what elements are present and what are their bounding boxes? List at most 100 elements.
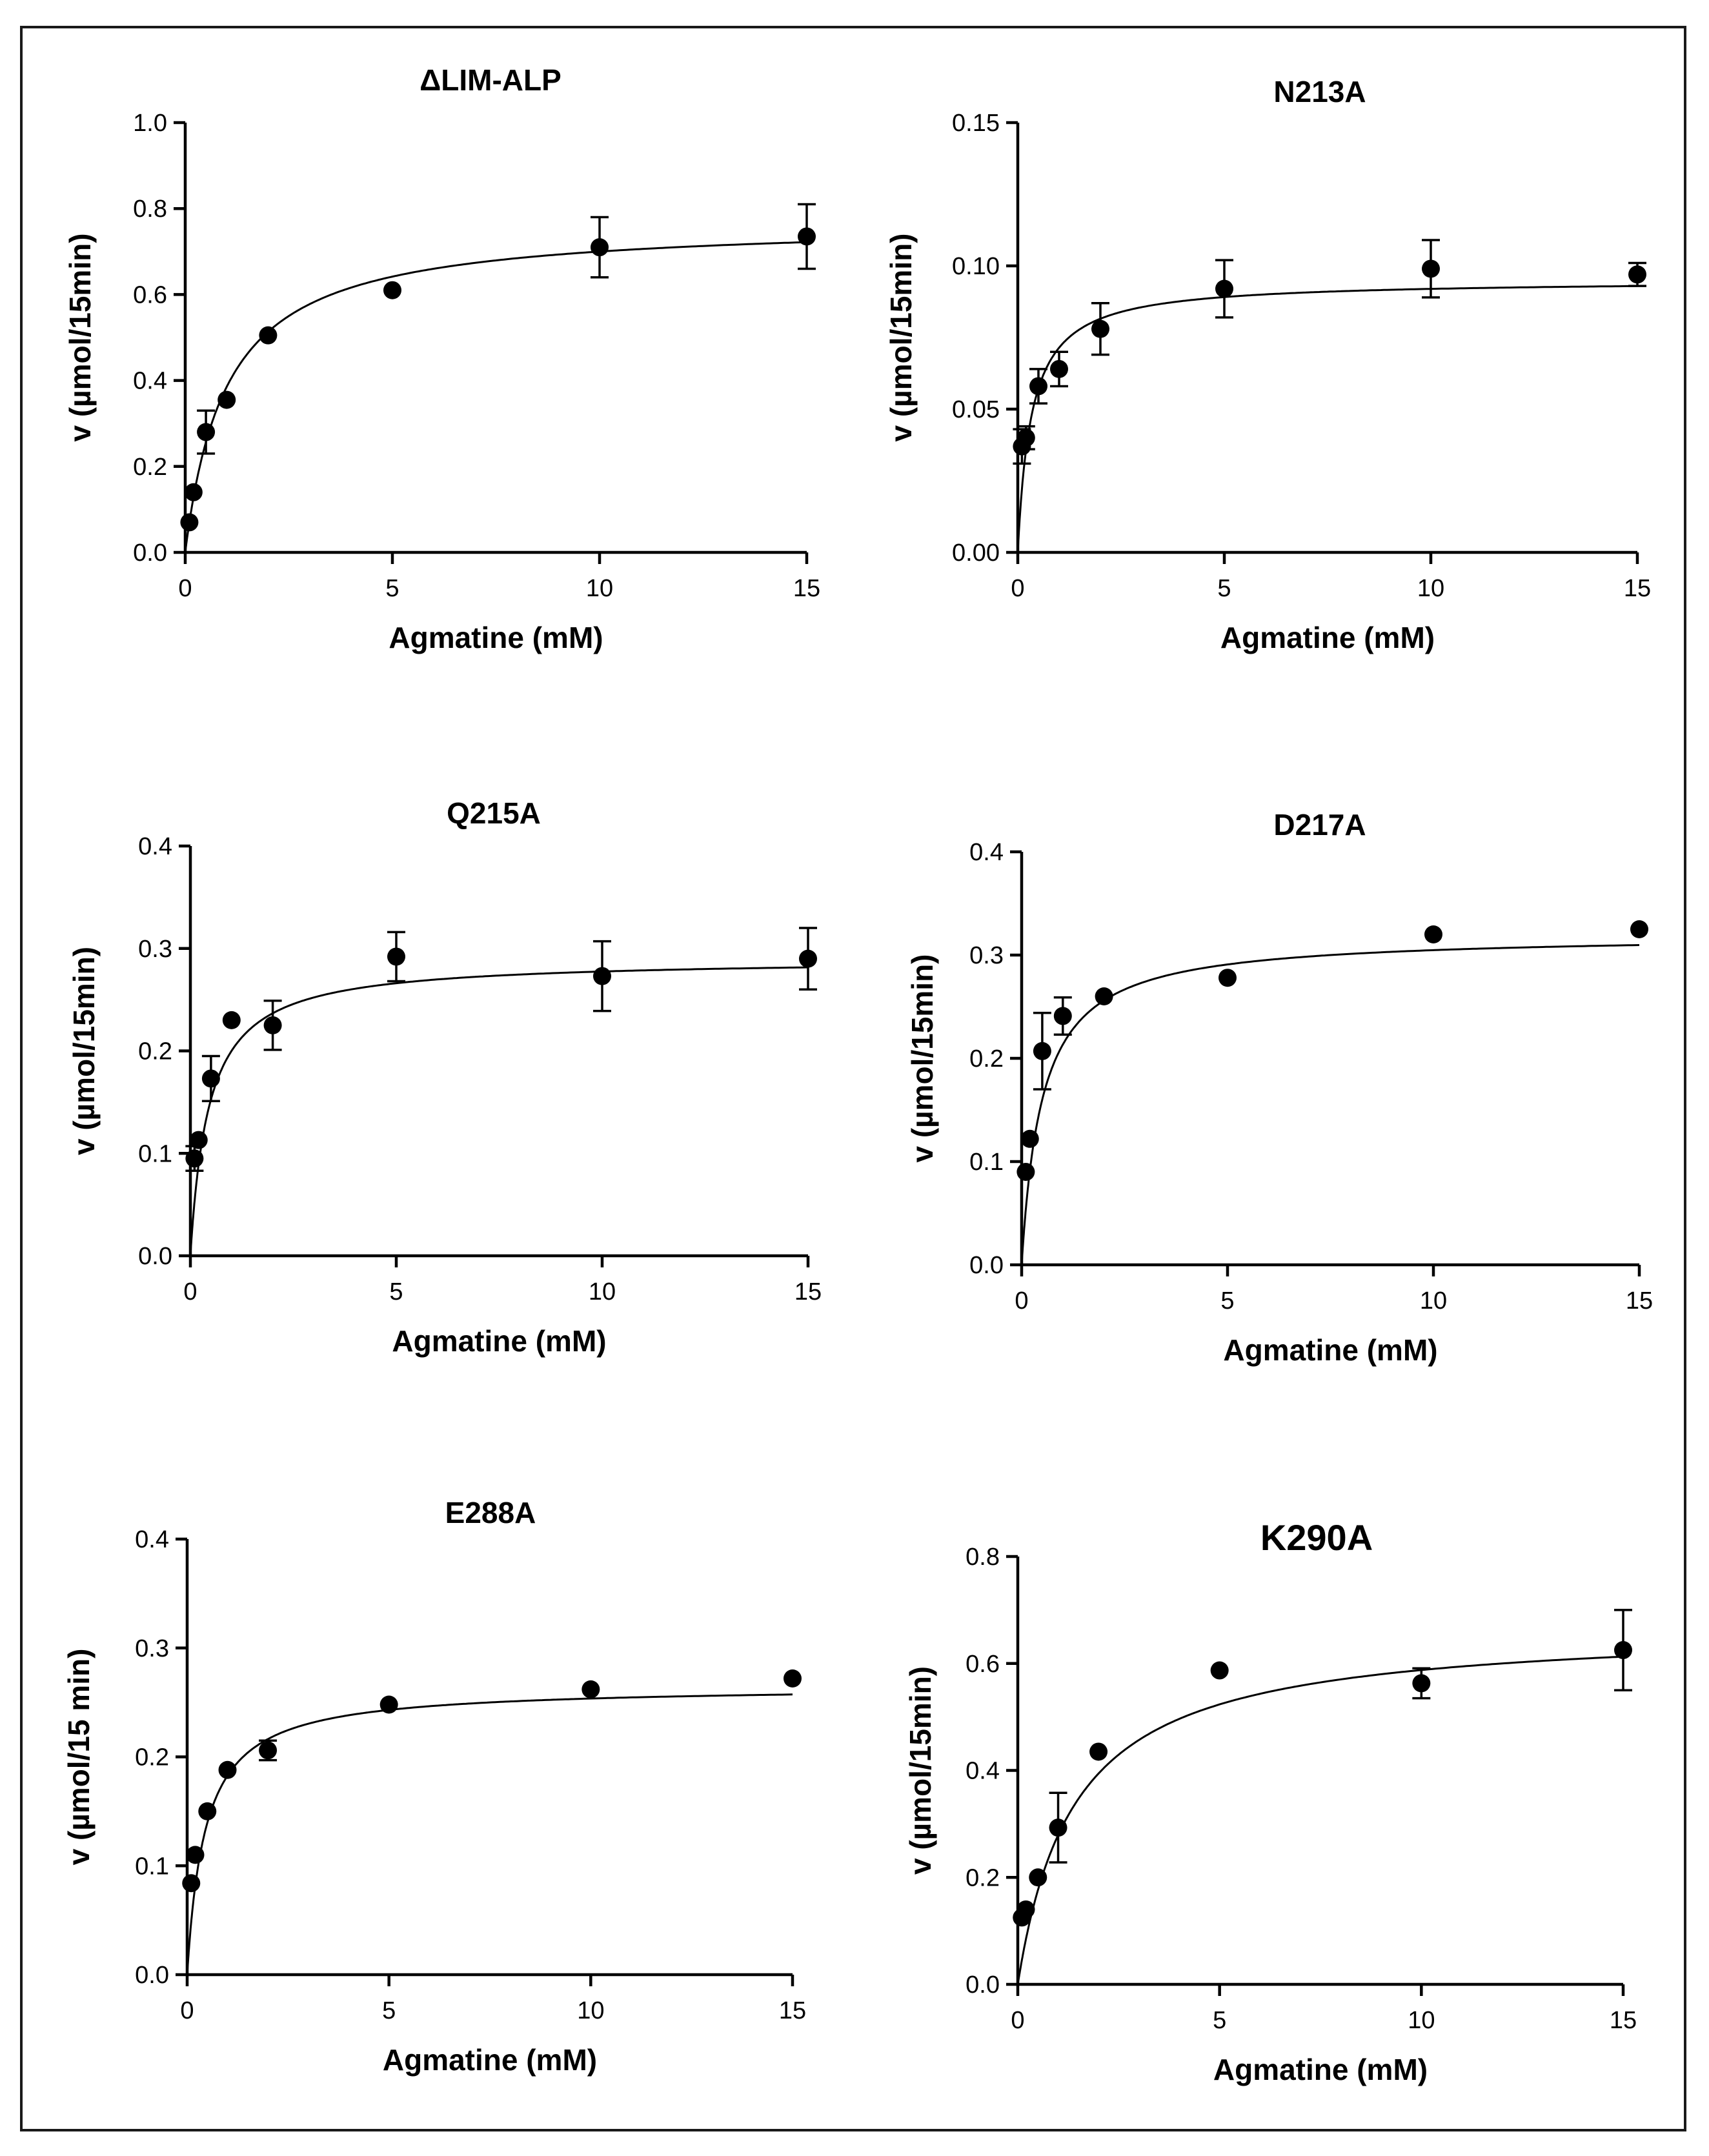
y-tick-label: 0.10 <box>952 253 1000 280</box>
data-point <box>217 390 236 409</box>
data-point <box>1210 1661 1229 1680</box>
x-tick-label: 0 <box>183 1278 197 1305</box>
data-point <box>1053 1007 1072 1025</box>
data-point <box>1020 1129 1039 1148</box>
x-tick-label: 15 <box>1626 1287 1653 1315</box>
chart-panel-6: 0.0 0.2 0.4 0.6 0.8 0 5 10 15 Agmatine (mM) v (µmo… <box>904 1517 1637 2086</box>
y-tick-label: 0.0 <box>969 1252 1004 1279</box>
x-tick-label: 5 <box>389 1278 403 1305</box>
data-point <box>387 947 405 966</box>
x-tick-label: 0 <box>1011 575 1024 602</box>
data-point <box>197 423 216 441</box>
data-point <box>259 1741 278 1760</box>
panel-title: E288A <box>445 1496 536 1529</box>
x-axis-title: Agmatine (mM) <box>389 621 603 654</box>
fit-curve <box>186 1693 793 1975</box>
data-point <box>1422 259 1440 278</box>
y-tick-label: 0.1 <box>138 1140 172 1167</box>
y-tick-label: 0.1 <box>135 1853 169 1880</box>
y-axis-title: v (µmol/15min) <box>884 233 918 441</box>
fit-curve <box>184 241 807 552</box>
data-point <box>1016 1900 1035 1919</box>
y-tick-label: 0.1 <box>969 1149 1004 1176</box>
panel-title: K290A <box>1260 1517 1373 1558</box>
data-point <box>1089 1742 1108 1761</box>
y-axis-title: v (µmol/15 min) <box>62 1649 96 1866</box>
data-point <box>259 326 278 345</box>
data-point <box>593 967 611 985</box>
y-tick-label: 0.0 <box>966 1971 1000 1999</box>
x-tick-label: 5 <box>1220 1287 1234 1315</box>
data-point <box>180 513 199 532</box>
y-tick-label: 0.05 <box>952 396 1000 423</box>
y-tick-label: 0.0 <box>133 539 167 567</box>
data-point <box>1050 359 1068 378</box>
data-point <box>1219 969 1237 987</box>
x-tick-label: 0 <box>178 575 192 602</box>
data-point <box>198 1802 217 1820</box>
y-axis-title: v (µmol/15min) <box>904 1666 937 1875</box>
fit-curve <box>1020 944 1640 1265</box>
data-point <box>798 227 816 246</box>
y-tick-label: 0.4 <box>138 833 172 860</box>
y-tick-label: 0.8 <box>133 196 167 223</box>
data-point <box>1215 279 1233 298</box>
fit-curve <box>1016 285 1637 552</box>
x-axis-title: Agmatine (mM) <box>383 2043 597 2077</box>
x-tick-label: 5 <box>382 1997 396 2024</box>
chart-panel-5: 0.0 0.1 0.2 0.3 0.4 0 5 10 15 Agmatine (mM) v (µmo… <box>62 1496 806 2077</box>
data-point <box>383 281 401 299</box>
x-axis-title: Agmatine (mM) <box>1223 1333 1437 1367</box>
y-tick-label: 0.6 <box>966 1651 1000 1678</box>
data-point <box>185 1149 204 1168</box>
panel-title: Q215A <box>447 796 541 830</box>
data-point <box>1091 319 1109 338</box>
y-tick-label: 0.2 <box>133 454 167 481</box>
y-tick-label: 0.2 <box>966 1864 1000 1891</box>
x-tick-label: 0 <box>1015 1287 1028 1315</box>
x-axis-title: Agmatine (mM) <box>1220 621 1435 654</box>
data-point <box>189 1131 208 1149</box>
panel-title: N213A <box>1273 75 1366 108</box>
y-tick-label: 0.3 <box>969 942 1004 969</box>
data-point <box>1628 265 1646 284</box>
data-point <box>1029 1868 1047 1887</box>
y-tick-label: 0.15 <box>952 110 1000 137</box>
y-axis-title: v (µmol/15min) <box>63 233 97 441</box>
data-point <box>1033 1042 1051 1060</box>
y-tick-label: 0.6 <box>133 281 167 308</box>
data-point <box>1614 1641 1632 1660</box>
fit-curve <box>189 966 809 1256</box>
y-tick-label: 1.0 <box>133 110 167 137</box>
panel-title: ΔLIM-ALP <box>420 63 561 97</box>
y-tick-label: 0.4 <box>966 1758 1000 1785</box>
x-tick-label: 15 <box>1610 2007 1637 2034</box>
data-point <box>581 1680 600 1698</box>
data-point <box>1424 925 1442 943</box>
data-point <box>784 1669 802 1688</box>
data-point <box>1095 987 1113 1005</box>
x-tick-label: 5 <box>1213 2007 1226 2034</box>
x-tick-label: 15 <box>793 575 820 602</box>
chart-panel-1: 0.0 0.2 0.4 0.6 0.8 1.0 0 5 10 15 Agmatine (mM) v (… <box>63 63 820 654</box>
x-tick-label: 10 <box>586 575 613 602</box>
y-tick-label: 0.2 <box>969 1045 1004 1073</box>
x-tick-label: 10 <box>1408 2007 1435 2034</box>
x-tick-label: 10 <box>1420 1287 1447 1315</box>
data-point <box>182 1874 201 1893</box>
chart-panel-3: 0.0 0.1 0.2 0.3 0.4 0 5 10 15 Agmatine (mM) v (µmo… <box>67 796 822 1358</box>
data-point <box>1029 377 1047 396</box>
y-tick-label: 0.2 <box>135 1744 169 1771</box>
data-point <box>1016 428 1035 447</box>
chart-panel-2: 0.00 0.05 0.10 0.15 0 5 10 15 Agmatine (mM) v (µm… <box>884 75 1651 654</box>
y-tick-label: 0.8 <box>966 1544 1000 1571</box>
y-tick-label: 0.00 <box>952 539 1000 567</box>
data-point <box>799 949 817 968</box>
x-axis-title: Agmatine (mM) <box>392 1324 606 1358</box>
x-axis-title: Agmatine (mM) <box>1213 2053 1428 2086</box>
chart-panel-4: 0.0 0.1 0.2 0.3 0.4 0 5 10 15 Agmatine (mM) v (µmo… <box>905 808 1653 1367</box>
data-point <box>218 1760 237 1779</box>
x-tick-label: 10 <box>589 1278 616 1305</box>
data-point <box>1049 1818 1067 1837</box>
